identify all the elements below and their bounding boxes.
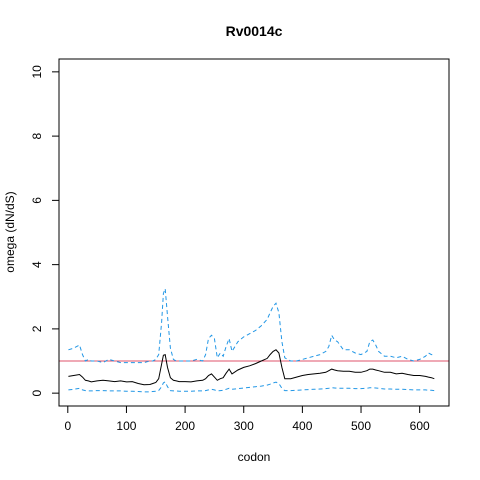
y-tick-label: 6 xyxy=(30,197,44,204)
x-tick-label: 400 xyxy=(292,419,312,433)
y-axis-label: omega (dN/dS) xyxy=(3,191,17,272)
y-tick-label: 0 xyxy=(30,389,44,396)
series-line-upper xyxy=(68,288,435,364)
y-axis: 0 2 4 6 8 10 xyxy=(30,65,60,396)
x-tick-label: 500 xyxy=(351,419,371,433)
y-tick-label: 2 xyxy=(30,325,44,332)
plot-area xyxy=(59,288,449,393)
x-axis-label: codon xyxy=(238,450,271,464)
x-tick-label: 200 xyxy=(175,419,195,433)
x-tick-label: 300 xyxy=(234,419,254,433)
chart-title: Rv0014c xyxy=(226,23,283,39)
series-line-lower xyxy=(68,381,435,393)
series-line-mean xyxy=(68,349,435,386)
x-tick-label: 0 xyxy=(64,419,71,433)
y-tick-label: 4 xyxy=(30,261,44,268)
x-tick-label: 600 xyxy=(410,419,430,433)
y-tick-label: 10 xyxy=(30,65,44,79)
x-tick-label: 100 xyxy=(116,419,136,433)
y-tick-label: 8 xyxy=(30,132,44,139)
x-axis: 0 100 200 300 400 500 600 xyxy=(64,405,430,433)
